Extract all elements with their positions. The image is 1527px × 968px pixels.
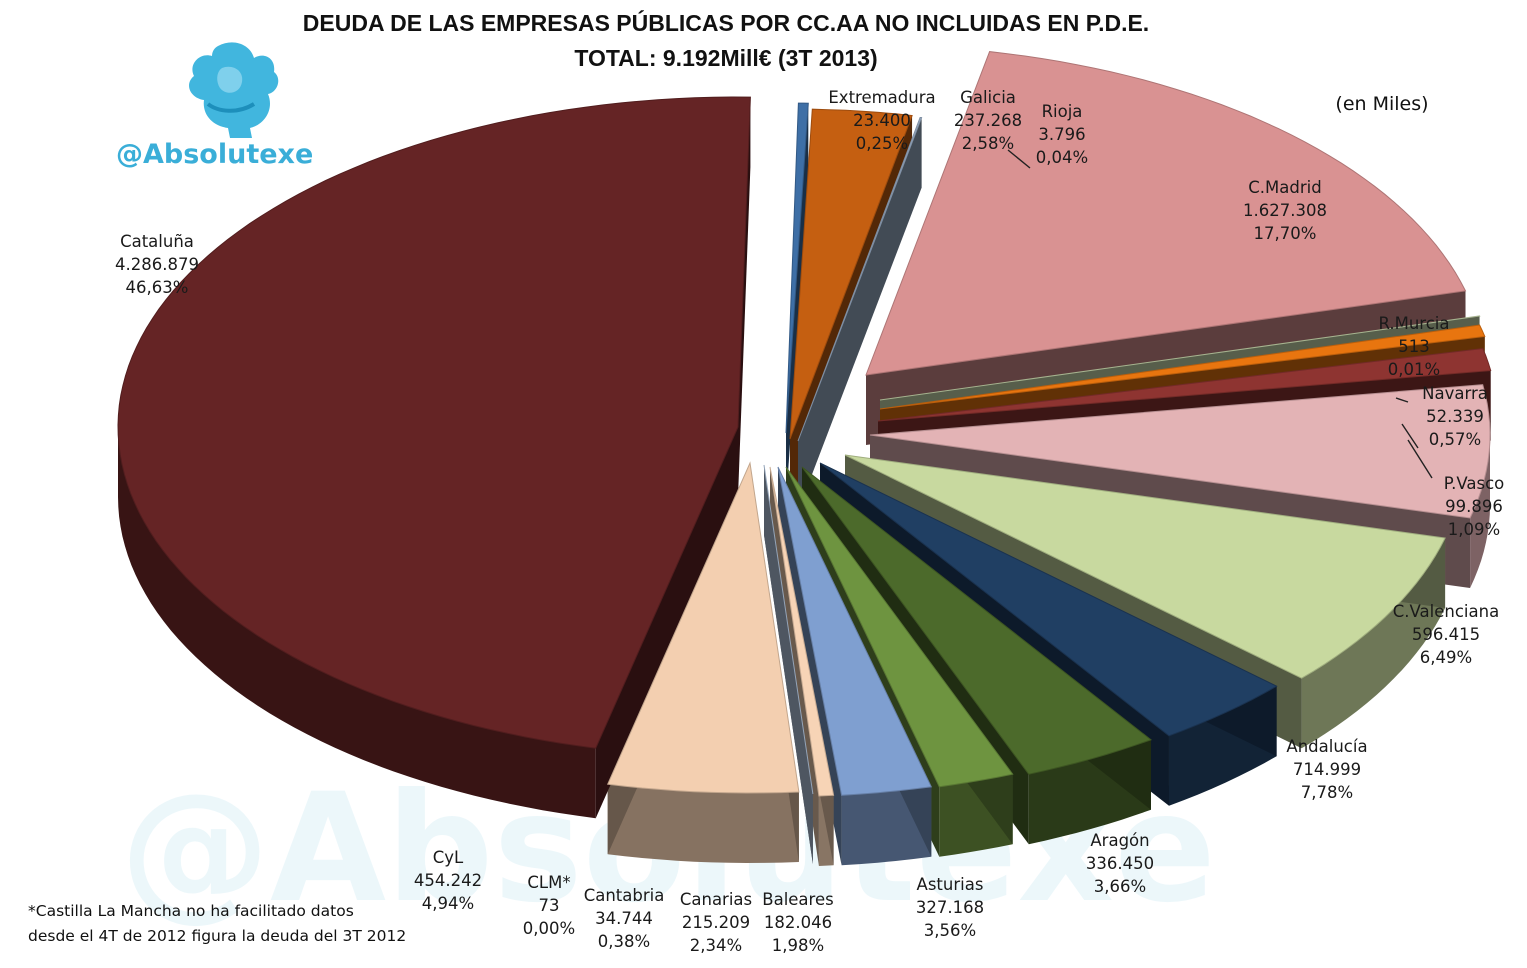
pie-slices [117, 51, 1492, 797]
slice-label-12: Baleares 182.046 1,98% [762, 890, 833, 955]
chart-subtitle: TOTAL: 9.192Mill€ (3T 2013) [574, 45, 877, 71]
slice-label-2: Galicia 237.268 2,58% [954, 88, 1022, 153]
unit-note: (en Miles) [1335, 93, 1428, 115]
slice-11 [801, 466, 1153, 775]
slice-17 [117, 96, 751, 749]
brand-handle: @Absolutexe [116, 139, 313, 170]
slice-label-5: R.Murcia 513 0,01% [1378, 314, 1449, 379]
slice-wall-17-0 [595, 427, 738, 819]
slice-wall-3-1 [798, 117, 922, 511]
slice-6 [879, 324, 1486, 410]
chart-title: DEUDA DE LAS EMPRESAS PÚBLICAS POR CC.AA… [303, 9, 1149, 36]
slice-5 [879, 315, 1481, 401]
slice-label-16: CyL 454.242 4,94% [414, 848, 482, 913]
slice-label-17: Cataluña 4.286.879 46,63% [115, 232, 199, 297]
slice-label-1: Extremadura 23.400 0,25% [828, 88, 935, 153]
leader-line-2 [1395, 397, 1409, 403]
slice-side-16 [607, 784, 799, 863]
slice-3 [797, 117, 923, 442]
leader-lines [1007, 149, 1433, 479]
leader-line-4 [1407, 439, 1433, 479]
slice-label-15: CLM* 73 0,00% [523, 873, 575, 938]
griffin-logo-icon [189, 42, 279, 138]
leader-line-1 [1007, 149, 1031, 169]
slice-label-11: Asturias 327.168 3,56% [916, 875, 984, 940]
slice-label-9: Andalucía 714.999 7,78% [1286, 737, 1367, 802]
slice-labels: Extremadura 23.400 0,25% Galicia 237.268 2,58… [115, 88, 1504, 955]
slice-wall-17-1 [738, 97, 751, 498]
slice-label-7: P.Vasco 99.896 1,09% [1444, 474, 1505, 539]
leader-line-3 [1401, 423, 1419, 449]
slice-7 [877, 347, 1492, 422]
slice-16 [606, 461, 800, 794]
slice-side-17 [118, 427, 596, 819]
slice-label-6: Navarra 52.339 0,57% [1422, 384, 1488, 449]
slice-15 [763, 464, 814, 795]
slice-label-8: C.Valenciana 596.415 6,49% [1393, 602, 1499, 667]
slice-label-14: Cantabria 34.744 0,38% [584, 886, 665, 951]
slice-10 [819, 462, 1278, 737]
slice-side-9 [1301, 538, 1446, 749]
slice-label-10: Aragón 336.450 3,66% [1086, 831, 1154, 896]
slice-side-8 [1470, 435, 1490, 588]
slice-1 [785, 102, 809, 434]
footnote-line-2: desde el 4T de 2012 figura la deuda del … [28, 927, 406, 945]
slice-label-13: Canarias 215.209 2,34% [680, 890, 752, 955]
slice-4 [865, 51, 1467, 376]
slice-label-4: C.Madrid 1.627.308 17,70% [1243, 178, 1327, 243]
slice-2 [789, 108, 913, 440]
footnote-line-1: *Castilla La Mancha no ha facilitado dat… [28, 902, 354, 920]
slice-9 [844, 454, 1446, 679]
slice-12 [785, 466, 1014, 788]
slice-13 [777, 466, 933, 796]
slice-14 [769, 466, 835, 797]
slice-label-3: Rioja 3.796 0,04% [1036, 102, 1088, 167]
slice-wall-1-1 [786, 103, 809, 503]
slice-8 [869, 384, 1491, 519]
slice-wall-15-1 [764, 465, 813, 864]
